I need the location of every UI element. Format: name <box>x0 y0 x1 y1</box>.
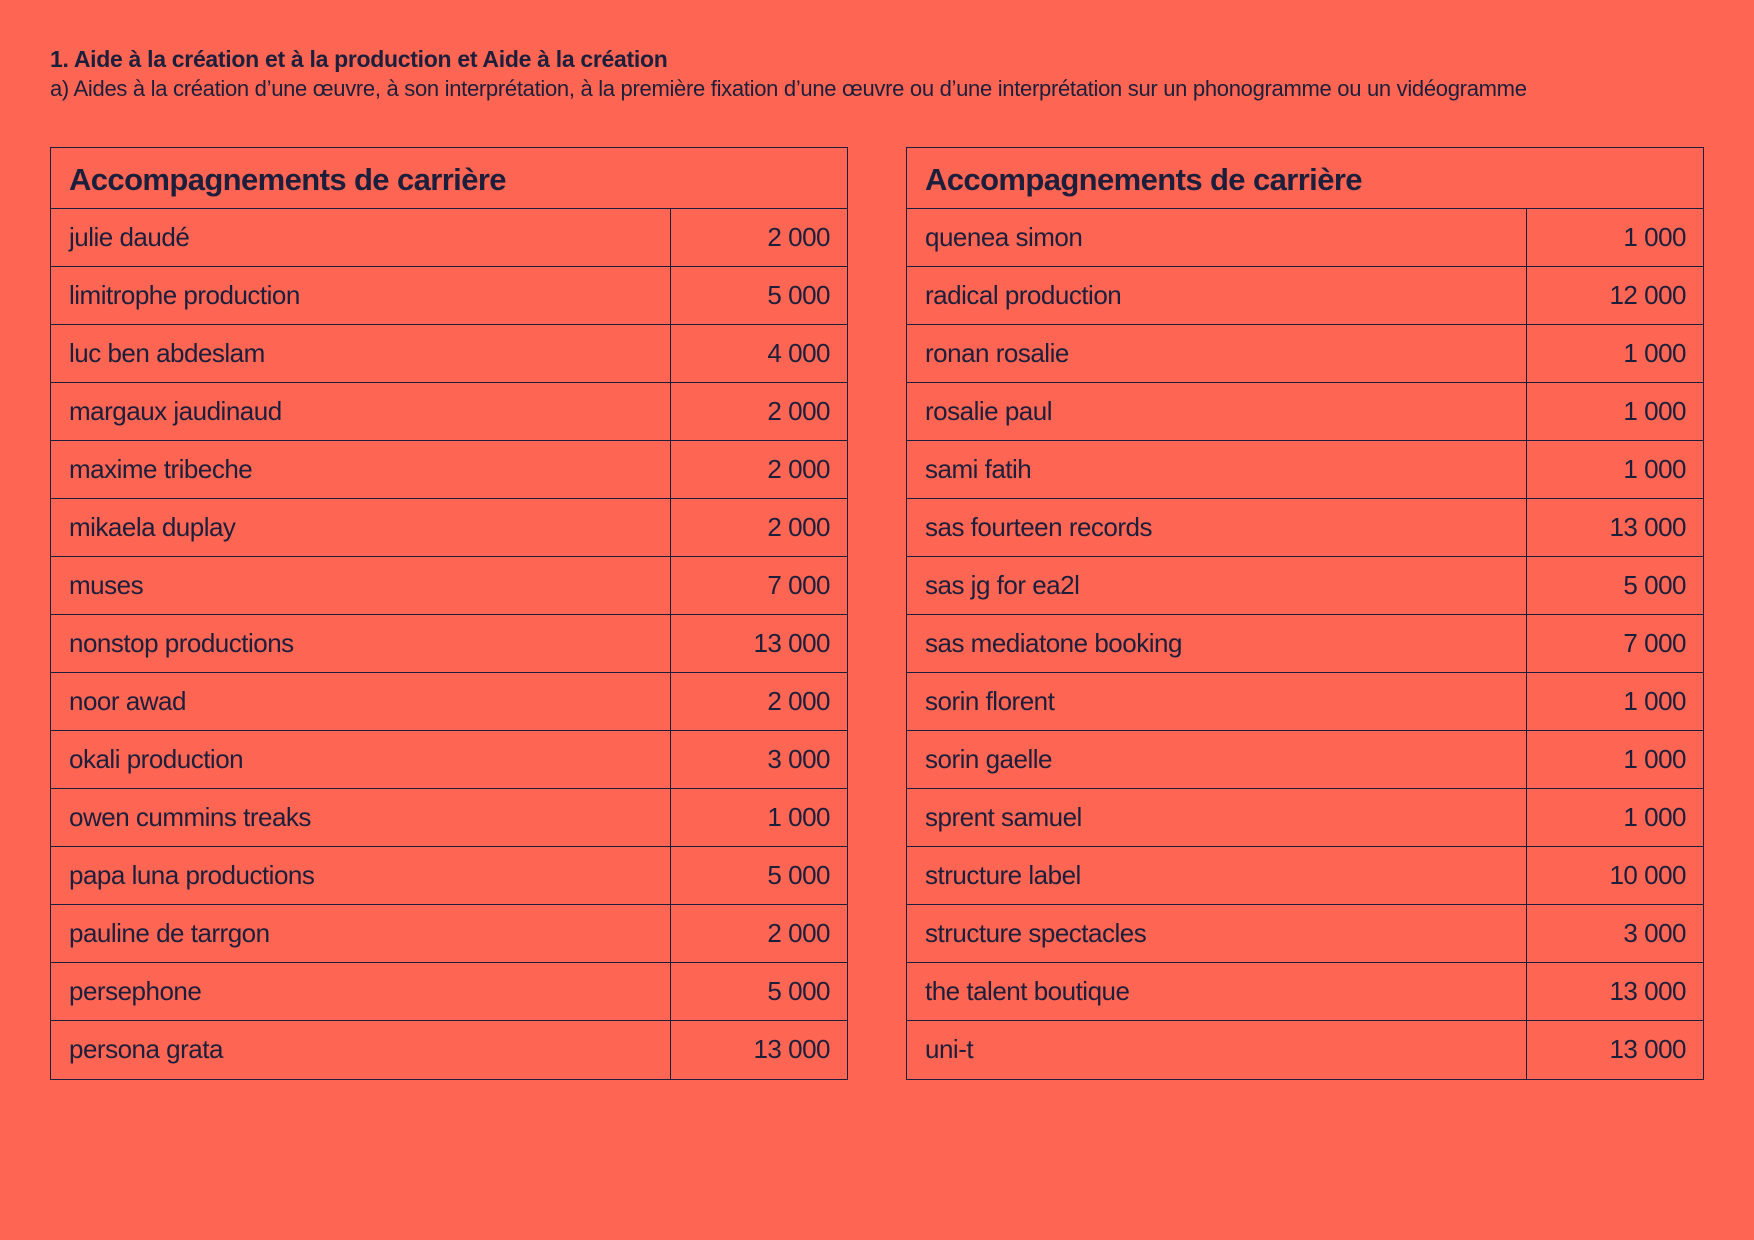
table-row: noor awad 2 000 <box>51 673 847 731</box>
recipient-name: the talent boutique <box>907 963 1527 1020</box>
table-row: sorin florent 1 000 <box>907 673 1703 731</box>
table-row: margaux jaudinaud 2 000 <box>51 383 847 441</box>
grant-amount: 2 000 <box>767 686 830 716</box>
grant-amount: 2 000 <box>767 454 830 484</box>
recipient-name: noor awad <box>51 673 671 730</box>
table-row: radical production 12 000 <box>907 267 1703 325</box>
recipient-name: sami fatih <box>907 441 1527 498</box>
recipient-name: maxime tribeche <box>51 441 671 498</box>
section-subtitle: a) Aides à la création d’une œuvre, à so… <box>50 76 1527 101</box>
table-row: sas fourteen records 13 000 <box>907 499 1703 557</box>
recipient-name: sas jg for ea2l <box>907 557 1527 614</box>
grant-amount: 1 000 <box>1623 396 1686 426</box>
recipient-name: sprent samuel <box>907 789 1527 846</box>
recipient-name: ronan rosalie <box>907 325 1527 382</box>
table-row: papa luna productions 5 000 <box>51 847 847 905</box>
recipient-name: okali production <box>51 731 671 788</box>
grant-amount: 5 000 <box>1623 570 1686 600</box>
grant-amount: 13 000 <box>753 1034 830 1064</box>
table-row: persephone 5 000 <box>51 963 847 1021</box>
recipient-name: nonstop productions <box>51 615 671 672</box>
table-row: sprent samuel 1 000 <box>907 789 1703 847</box>
grant-amount: 2 000 <box>767 512 830 542</box>
table-row: owen cummins treaks 1 000 <box>51 789 847 847</box>
grant-amount: 10 000 <box>1609 860 1686 890</box>
table-row: limitrophe production 5 000 <box>51 267 847 325</box>
table-row: julie daudé 2 000 <box>51 209 847 267</box>
grant-amount: 13 000 <box>1609 976 1686 1006</box>
grant-amount: 13 000 <box>1609 512 1686 542</box>
recipient-name: limitrophe production <box>51 267 671 324</box>
table-row: sorin gaelle 1 000 <box>907 731 1703 789</box>
page-header: 1. Aide à la création et à la production… <box>50 44 1710 104</box>
table-row: uni-t 13 000 <box>907 1021 1703 1079</box>
table-row: sami fatih 1 000 <box>907 441 1703 499</box>
grant-amount: 5 000 <box>767 860 830 890</box>
recipient-name: owen cummins treaks <box>51 789 671 846</box>
recipient-name: muses <box>51 557 671 614</box>
grant-amount: 1 000 <box>1623 686 1686 716</box>
recipient-name: sorin florent <box>907 673 1527 730</box>
table-row: persona grata 13 000 <box>51 1021 847 1079</box>
table-row: okali production 3 000 <box>51 731 847 789</box>
grant-amount: 1 000 <box>1623 802 1686 832</box>
recipient-name: julie daudé <box>51 209 671 266</box>
grant-amount: 1 000 <box>1623 454 1686 484</box>
table-row: structure label 10 000 <box>907 847 1703 905</box>
table-row: rosalie paul 1 000 <box>907 383 1703 441</box>
table-row: maxime tribeche 2 000 <box>51 441 847 499</box>
recipient-name: margaux jaudinaud <box>51 383 671 440</box>
grant-amount: 3 000 <box>767 744 830 774</box>
recipient-name: structure label <box>907 847 1527 904</box>
table-row: sas jg for ea2l 5 000 <box>907 557 1703 615</box>
recipient-name: structure spectacles <box>907 905 1527 962</box>
table-row: structure spectacles 3 000 <box>907 905 1703 963</box>
table-row: sas mediatone booking 7 000 <box>907 615 1703 673</box>
recipient-name: quenea simon <box>907 209 1527 266</box>
grant-amount: 1 000 <box>1623 338 1686 368</box>
grant-amount: 5 000 <box>767 280 830 310</box>
grant-amount: 13 000 <box>753 628 830 658</box>
grant-amount: 12 000 <box>1609 280 1686 310</box>
table-row: luc ben abdeslam 4 000 <box>51 325 847 383</box>
recipient-name: luc ben abdeslam <box>51 325 671 382</box>
table-row: quenea simon 1 000 <box>907 209 1703 267</box>
table-heading: Accompagnements de carrière <box>51 148 847 209</box>
recipient-name: rosalie paul <box>907 383 1527 440</box>
table-row: pauline de tarrgon 2 000 <box>51 905 847 963</box>
recipient-name: pauline de tarrgon <box>51 905 671 962</box>
recipient-name: sas mediatone booking <box>907 615 1527 672</box>
grant-amount: 7 000 <box>767 570 830 600</box>
recipient-name: sas fourteen records <box>907 499 1527 556</box>
grant-amount: 5 000 <box>767 976 830 1006</box>
recipient-name: radical production <box>907 267 1527 324</box>
recipient-name: persephone <box>51 963 671 1020</box>
grant-amount: 2 000 <box>767 396 830 426</box>
grant-amount: 13 000 <box>1609 1034 1686 1064</box>
grant-amount: 1 000 <box>767 802 830 832</box>
grant-table-left: Accompagnements de carrière julie daudé 2… <box>50 147 848 1080</box>
grant-table-right: Accompagnements de carrière quenea simon… <box>906 147 1704 1080</box>
grant-amount: 3 000 <box>1623 918 1686 948</box>
table-row: muses 7 000 <box>51 557 847 615</box>
section-title: 1. Aide à la création et à la production… <box>50 46 668 72</box>
recipient-name: sorin gaelle <box>907 731 1527 788</box>
recipient-name: uni-t <box>907 1021 1527 1079</box>
recipient-name: mikaela duplay <box>51 499 671 556</box>
grant-amount: 1 000 <box>1623 222 1686 252</box>
table-row: nonstop productions 13 000 <box>51 615 847 673</box>
grant-amount: 4 000 <box>767 338 830 368</box>
grant-amount: 2 000 <box>767 222 830 252</box>
table-row: the talent boutique 13 000 <box>907 963 1703 1021</box>
grant-amount: 7 000 <box>1623 628 1686 658</box>
recipient-name: persona grata <box>51 1021 671 1079</box>
grant-amount: 2 000 <box>767 918 830 948</box>
recipient-name: papa luna productions <box>51 847 671 904</box>
table-row: mikaela duplay 2 000 <box>51 499 847 557</box>
grant-amount: 1 000 <box>1623 744 1686 774</box>
table-row: ronan rosalie 1 000 <box>907 325 1703 383</box>
table-heading: Accompagnements de carrière <box>907 148 1703 209</box>
